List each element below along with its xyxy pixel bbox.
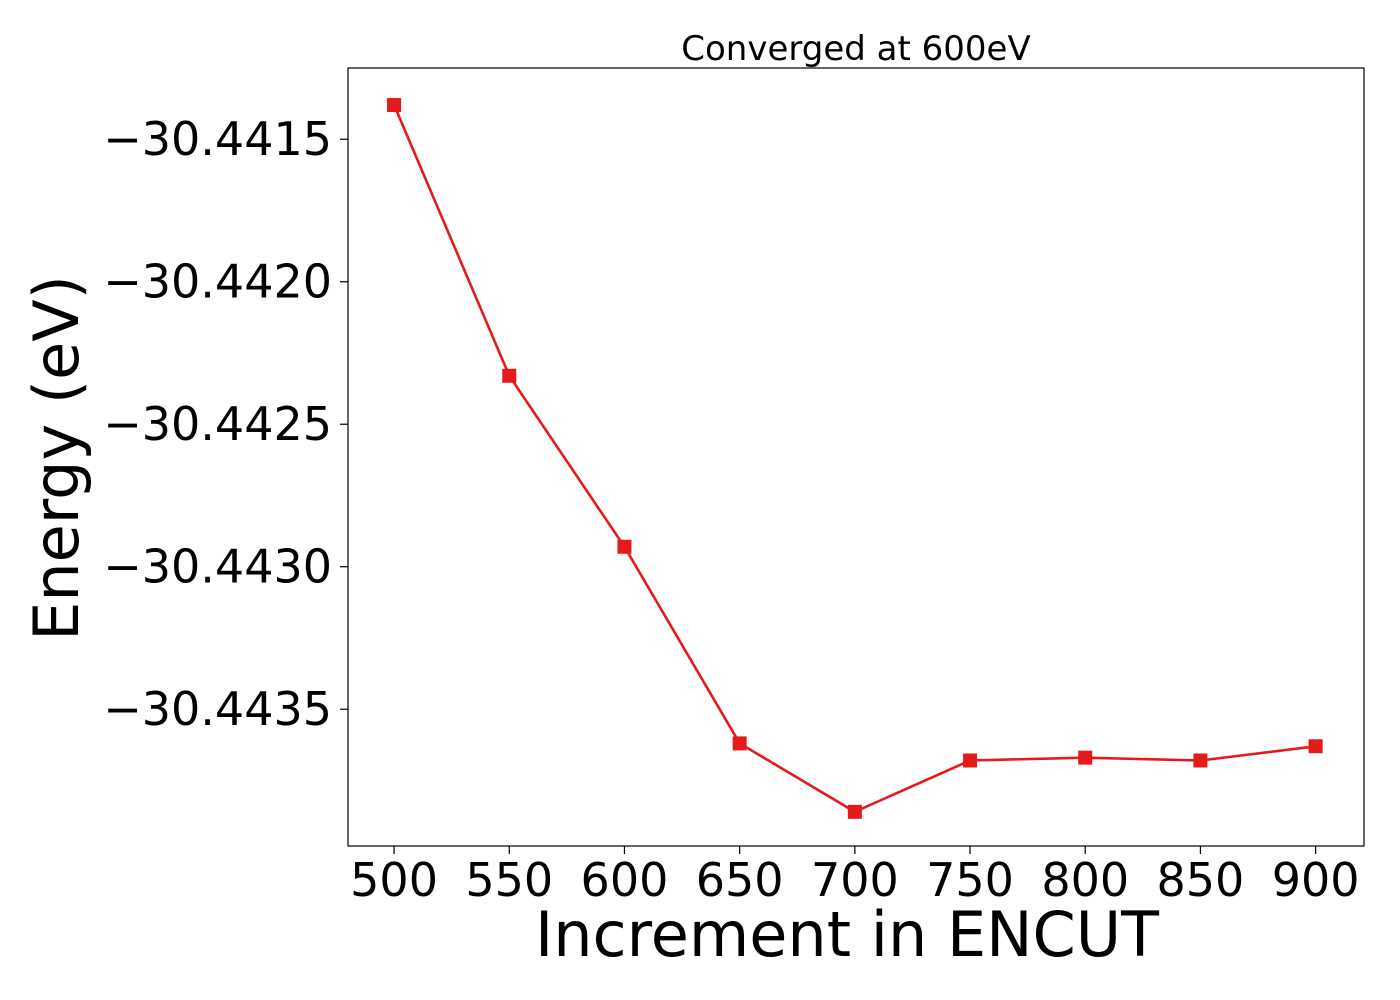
x-tick-label: 750 [926,853,1014,907]
x-tick-label: 600 [581,853,669,907]
x-tick-label: 900 [1272,853,1360,907]
x-tick-label: 650 [696,853,784,907]
chart-title: Converged at 600eV [681,29,1030,69]
y-tick-label: −30.4425 [103,397,332,451]
x-tick-label: 550 [465,853,553,907]
x-axis-label: Increment in ENCUT [535,898,1160,971]
series-layer [387,98,1323,819]
y-axis-ticks: −30.4415 −30.4420 −30.4425 −30.4430 −30.4435 [103,112,348,736]
data-point-marker [1308,739,1323,754]
y-tick-label: −30.4420 [103,255,332,309]
y-tick-label: −30.4415 [103,112,332,166]
data-point-marker [963,753,978,768]
data-point-marker [502,368,517,383]
x-tick-label: 500 [350,853,438,907]
x-tick-label: 800 [1041,853,1129,907]
x-tick-label: 850 [1157,853,1245,907]
x-axis-ticks: 500 550 600 650 700 750 800 850 900 [350,846,1360,907]
y-tick-label: −30.4430 [103,540,332,594]
y-axis-label: Energy (eV) [20,275,93,641]
data-point-marker [617,539,632,554]
x-tick-label: 700 [811,853,899,907]
data-point-marker [1193,753,1208,768]
y-tick-label: −30.4435 [103,682,332,736]
data-point-marker [387,98,402,113]
data-point-marker [1078,750,1093,765]
data-point-marker [847,804,862,819]
data-point-marker [732,736,747,751]
plot-area-frame [347,67,1365,847]
